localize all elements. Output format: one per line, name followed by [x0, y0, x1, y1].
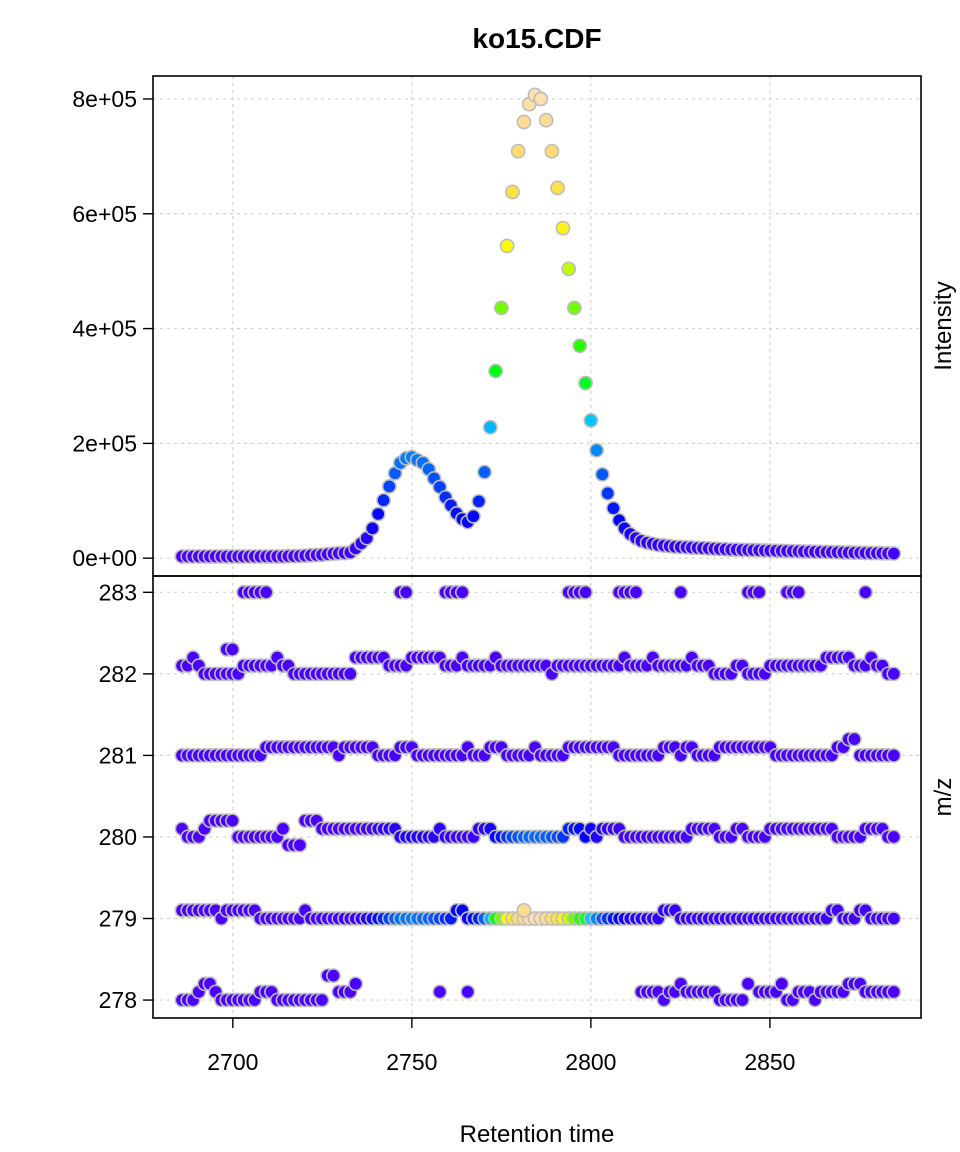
mz-point	[751, 584, 767, 600]
intensity-point	[600, 485, 616, 501]
y-axis-intensity: 0e+00 2e+05 4e+05 6e+05 8e+05	[72, 86, 153, 571]
mz-point	[326, 968, 341, 983]
y-axis-label-intensity: Intensity	[930, 281, 957, 370]
mz-point	[740, 976, 756, 992]
intensity-point	[583, 413, 599, 428]
grid-bottom	[153, 576, 921, 1018]
mz-point	[292, 837, 308, 853]
mz-point	[578, 584, 593, 600]
mz-point	[858, 584, 873, 600]
y-axis-mz: 278 279 280 281 282 283	[99, 579, 153, 1013]
intensity-point	[550, 180, 565, 196]
y-tick-label: 281	[99, 742, 137, 768]
intensity-point	[572, 338, 588, 354]
mz-point	[225, 641, 240, 657]
intensity-point	[538, 112, 554, 128]
intensity-point	[466, 508, 481, 524]
mz-point	[886, 984, 902, 1000]
intensity-point	[505, 184, 520, 200]
mz-point	[734, 992, 750, 1008]
mz-point	[886, 748, 902, 763]
x-tick-label: 2750	[386, 1049, 437, 1075]
y-tick-label: 279	[99, 906, 137, 932]
mz-point	[342, 666, 358, 682]
grid-top	[153, 76, 921, 576]
chart-title: ko15.CDF	[472, 23, 601, 54]
y-tick-label: 8e+05	[72, 86, 137, 112]
y-tick-label: 4e+05	[72, 316, 137, 342]
y-tick-label: 2e+05	[72, 430, 137, 456]
mz-point	[454, 584, 470, 600]
intensity-point	[567, 300, 582, 316]
mz-point	[225, 813, 240, 829]
mz-points	[174, 584, 902, 1008]
mz-point	[886, 911, 902, 926]
intensity-point	[578, 375, 593, 391]
bottom-panel-frame	[152, 575, 922, 1019]
y-tick-label: 0e+00	[72, 545, 137, 571]
mz-point	[258, 584, 274, 600]
intensity-point	[471, 493, 487, 509]
intensity-point	[594, 466, 610, 482]
mz-point	[774, 976, 790, 992]
mz-point	[673, 584, 689, 600]
top-panel-frame	[152, 75, 922, 577]
mz-point	[791, 584, 806, 600]
intensity-point	[482, 419, 498, 435]
intensity-point	[370, 506, 386, 522]
intensity-point	[488, 363, 504, 379]
intensity-point	[499, 238, 515, 254]
intensity-point	[886, 546, 902, 561]
y-tick-label: 280	[99, 824, 137, 850]
x-axis-label: Retention time	[460, 1121, 615, 1148]
intensity-point	[561, 261, 577, 277]
intensity-point	[516, 114, 532, 130]
x-tick-label: 2700	[207, 1049, 258, 1075]
mz-point	[886, 666, 902, 682]
intensity-point	[376, 492, 391, 508]
y-tick-label: 6e+05	[72, 201, 137, 227]
x-tick-label: 2850	[744, 1049, 795, 1075]
mz-point	[432, 984, 448, 1000]
intensity-point	[533, 91, 549, 107]
mz-point	[348, 976, 364, 992]
y-axis-label-mz: m/z	[930, 778, 957, 817]
intensity-point	[477, 464, 492, 480]
intensity-point	[589, 442, 605, 458]
mz-point	[516, 902, 532, 918]
intensity-points	[174, 87, 902, 564]
y-tick-label: 278	[99, 987, 137, 1013]
intensity-point	[381, 479, 397, 494]
mz-point	[847, 731, 862, 747]
mz-point	[886, 829, 902, 845]
mz-point	[460, 984, 476, 1000]
intensity-point	[493, 300, 509, 316]
x-axis: 2700 2750 2800 2850	[207, 1018, 795, 1075]
mz-point	[628, 584, 644, 600]
intensity-point	[365, 520, 380, 536]
intensity-point	[555, 220, 571, 236]
intensity-point	[510, 143, 526, 159]
y-tick-label: 283	[99, 579, 137, 605]
mz-point	[314, 992, 330, 1008]
mz-point	[398, 584, 414, 600]
mz-point	[275, 821, 291, 837]
intensity-point	[544, 143, 560, 159]
intensity-point	[606, 500, 621, 516]
x-tick-label: 2800	[565, 1049, 616, 1075]
y-tick-label: 282	[99, 661, 137, 687]
